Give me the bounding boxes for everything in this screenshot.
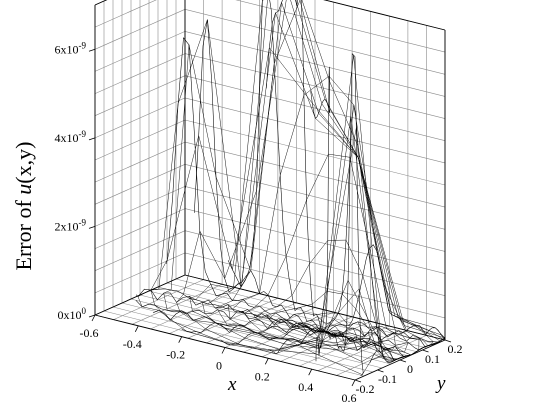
x-tick-label: -0.6 (80, 326, 99, 340)
z-axis-label-prefix: Error of (11, 195, 36, 271)
mesh-ring-line (317, 330, 332, 335)
mesh-ring-line (163, 2, 446, 362)
mesh-ring-line (214, 0, 429, 361)
x-tick-label: -0.4 (123, 337, 142, 351)
left-wall-grid-line (94, 252, 186, 294)
left-wall-grid-line (94, 208, 186, 249)
floor-grid-line (157, 286, 419, 353)
back-wall-grid-line (184, 97, 446, 164)
mesh-ring-line (240, 153, 409, 353)
z-tick-mark (88, 48, 96, 52)
z-tick-mark (88, 226, 96, 229)
back-wall-grid-line (184, 75, 446, 141)
back-wall-grid-line (184, 208, 446, 274)
x-tick-mark (178, 336, 183, 343)
floor-grid-line (130, 298, 392, 365)
mesh-ring-line (137, 47, 446, 375)
left-wall-grid-line (94, 31, 186, 72)
y-axis-label: y (435, 373, 446, 394)
left-wall-grid-line (94, 186, 186, 227)
back-wall-grid-line (184, 186, 446, 252)
back-wall-grid-line (184, 53, 446, 119)
x-tick-label: 0 (216, 359, 222, 373)
x-tick-mark (264, 358, 269, 365)
left-wall-grid-line (94, 75, 186, 116)
y-tick-label: 0.2 (448, 342, 463, 356)
left-wall-grid-line (94, 164, 186, 205)
mesh-ring-line (292, 316, 358, 342)
mesh-ring-line (266, 291, 383, 349)
z-tick-mark (88, 137, 96, 141)
x-tick-mark (91, 314, 96, 322)
mesh-ring-line (201, 0, 434, 362)
back-wall-grid-line (184, 119, 446, 186)
mesh-radial-line (227, 0, 325, 333)
floor-grid-line (121, 302, 383, 369)
floor-grid-line (103, 310, 365, 377)
y-tick-mark (399, 359, 407, 363)
x-tick-mark (308, 369, 313, 376)
mesh-ring-line (150, 12, 446, 362)
left-wall-grid-line (94, 141, 186, 183)
mesh-radial-line (266, 0, 325, 333)
mesh-ring-line (279, 312, 370, 346)
error-surface-mesh (135, 0, 446, 376)
left-wall-grid-line (94, 230, 186, 271)
left-wall-grid-line (94, 0, 157, 28)
mesh-radial-line (324, 331, 412, 355)
x-tick-mark (221, 347, 226, 354)
back-wall-grid-line (184, 230, 446, 296)
mesh-ring-line (227, 75, 420, 357)
z-tick-label: 4x10-9 (55, 129, 87, 145)
x-tick-label: 0.6 (342, 391, 357, 405)
z-axis-label-args: (x,y) (11, 142, 36, 184)
back-wall-grid-line (184, 31, 446, 97)
back-wall-grid-line (184, 141, 446, 208)
y-tick-label: -0.1 (378, 372, 397, 386)
box-edge (94, 274, 186, 316)
x-tick-mark (134, 325, 139, 332)
left-wall-grid-line (94, 9, 186, 50)
y-tick-label: 0.1 (425, 352, 440, 366)
z-axis-label: Error of u(x,y) (11, 142, 36, 271)
z-tick-mark (88, 314, 96, 318)
floor-grid-line (148, 290, 410, 357)
tick-labels: -0.6-0.4-0.200.20.40.6-0.2-0.100.10.20x1… (55, 40, 463, 405)
left-wall-grid-line (94, 53, 186, 94)
z-tick-label: 0x100 (58, 306, 87, 322)
y-tick-mark (354, 379, 362, 383)
y-tick-label: 0 (407, 362, 413, 376)
x-tick-label: 0.4 (298, 380, 313, 394)
x-tick-label: -0.2 (166, 348, 185, 362)
back-wall-grid-line (184, 164, 446, 230)
mesh-radial-line (166, 37, 325, 333)
back-wall-grid-line (184, 252, 446, 319)
x-tick-label: 0.2 (255, 369, 270, 383)
box-edge (323, 0, 446, 31)
z-axis-label-func: u (11, 184, 36, 195)
x-axis-label: x (227, 374, 237, 395)
mesh-radial-line (324, 321, 446, 340)
back-wall-grid-line (235, 0, 446, 53)
z-tick-label: 2x10-9 (55, 217, 87, 233)
box-edge (184, 274, 446, 341)
back-wall-grid-line (184, 9, 446, 75)
x-tick-mark (351, 379, 356, 387)
z-tick-label: 6x10-9 (55, 40, 87, 56)
left-wall-grid-line (94, 119, 186, 161)
y-tick-mark (444, 339, 452, 343)
left-wall-grid-line (94, 97, 186, 139)
mesh-ring-line (189, 0, 441, 363)
y-tick-label: -0.2 (356, 382, 375, 396)
y-tick-mark (377, 369, 384, 373)
y-tick-mark (422, 349, 429, 353)
